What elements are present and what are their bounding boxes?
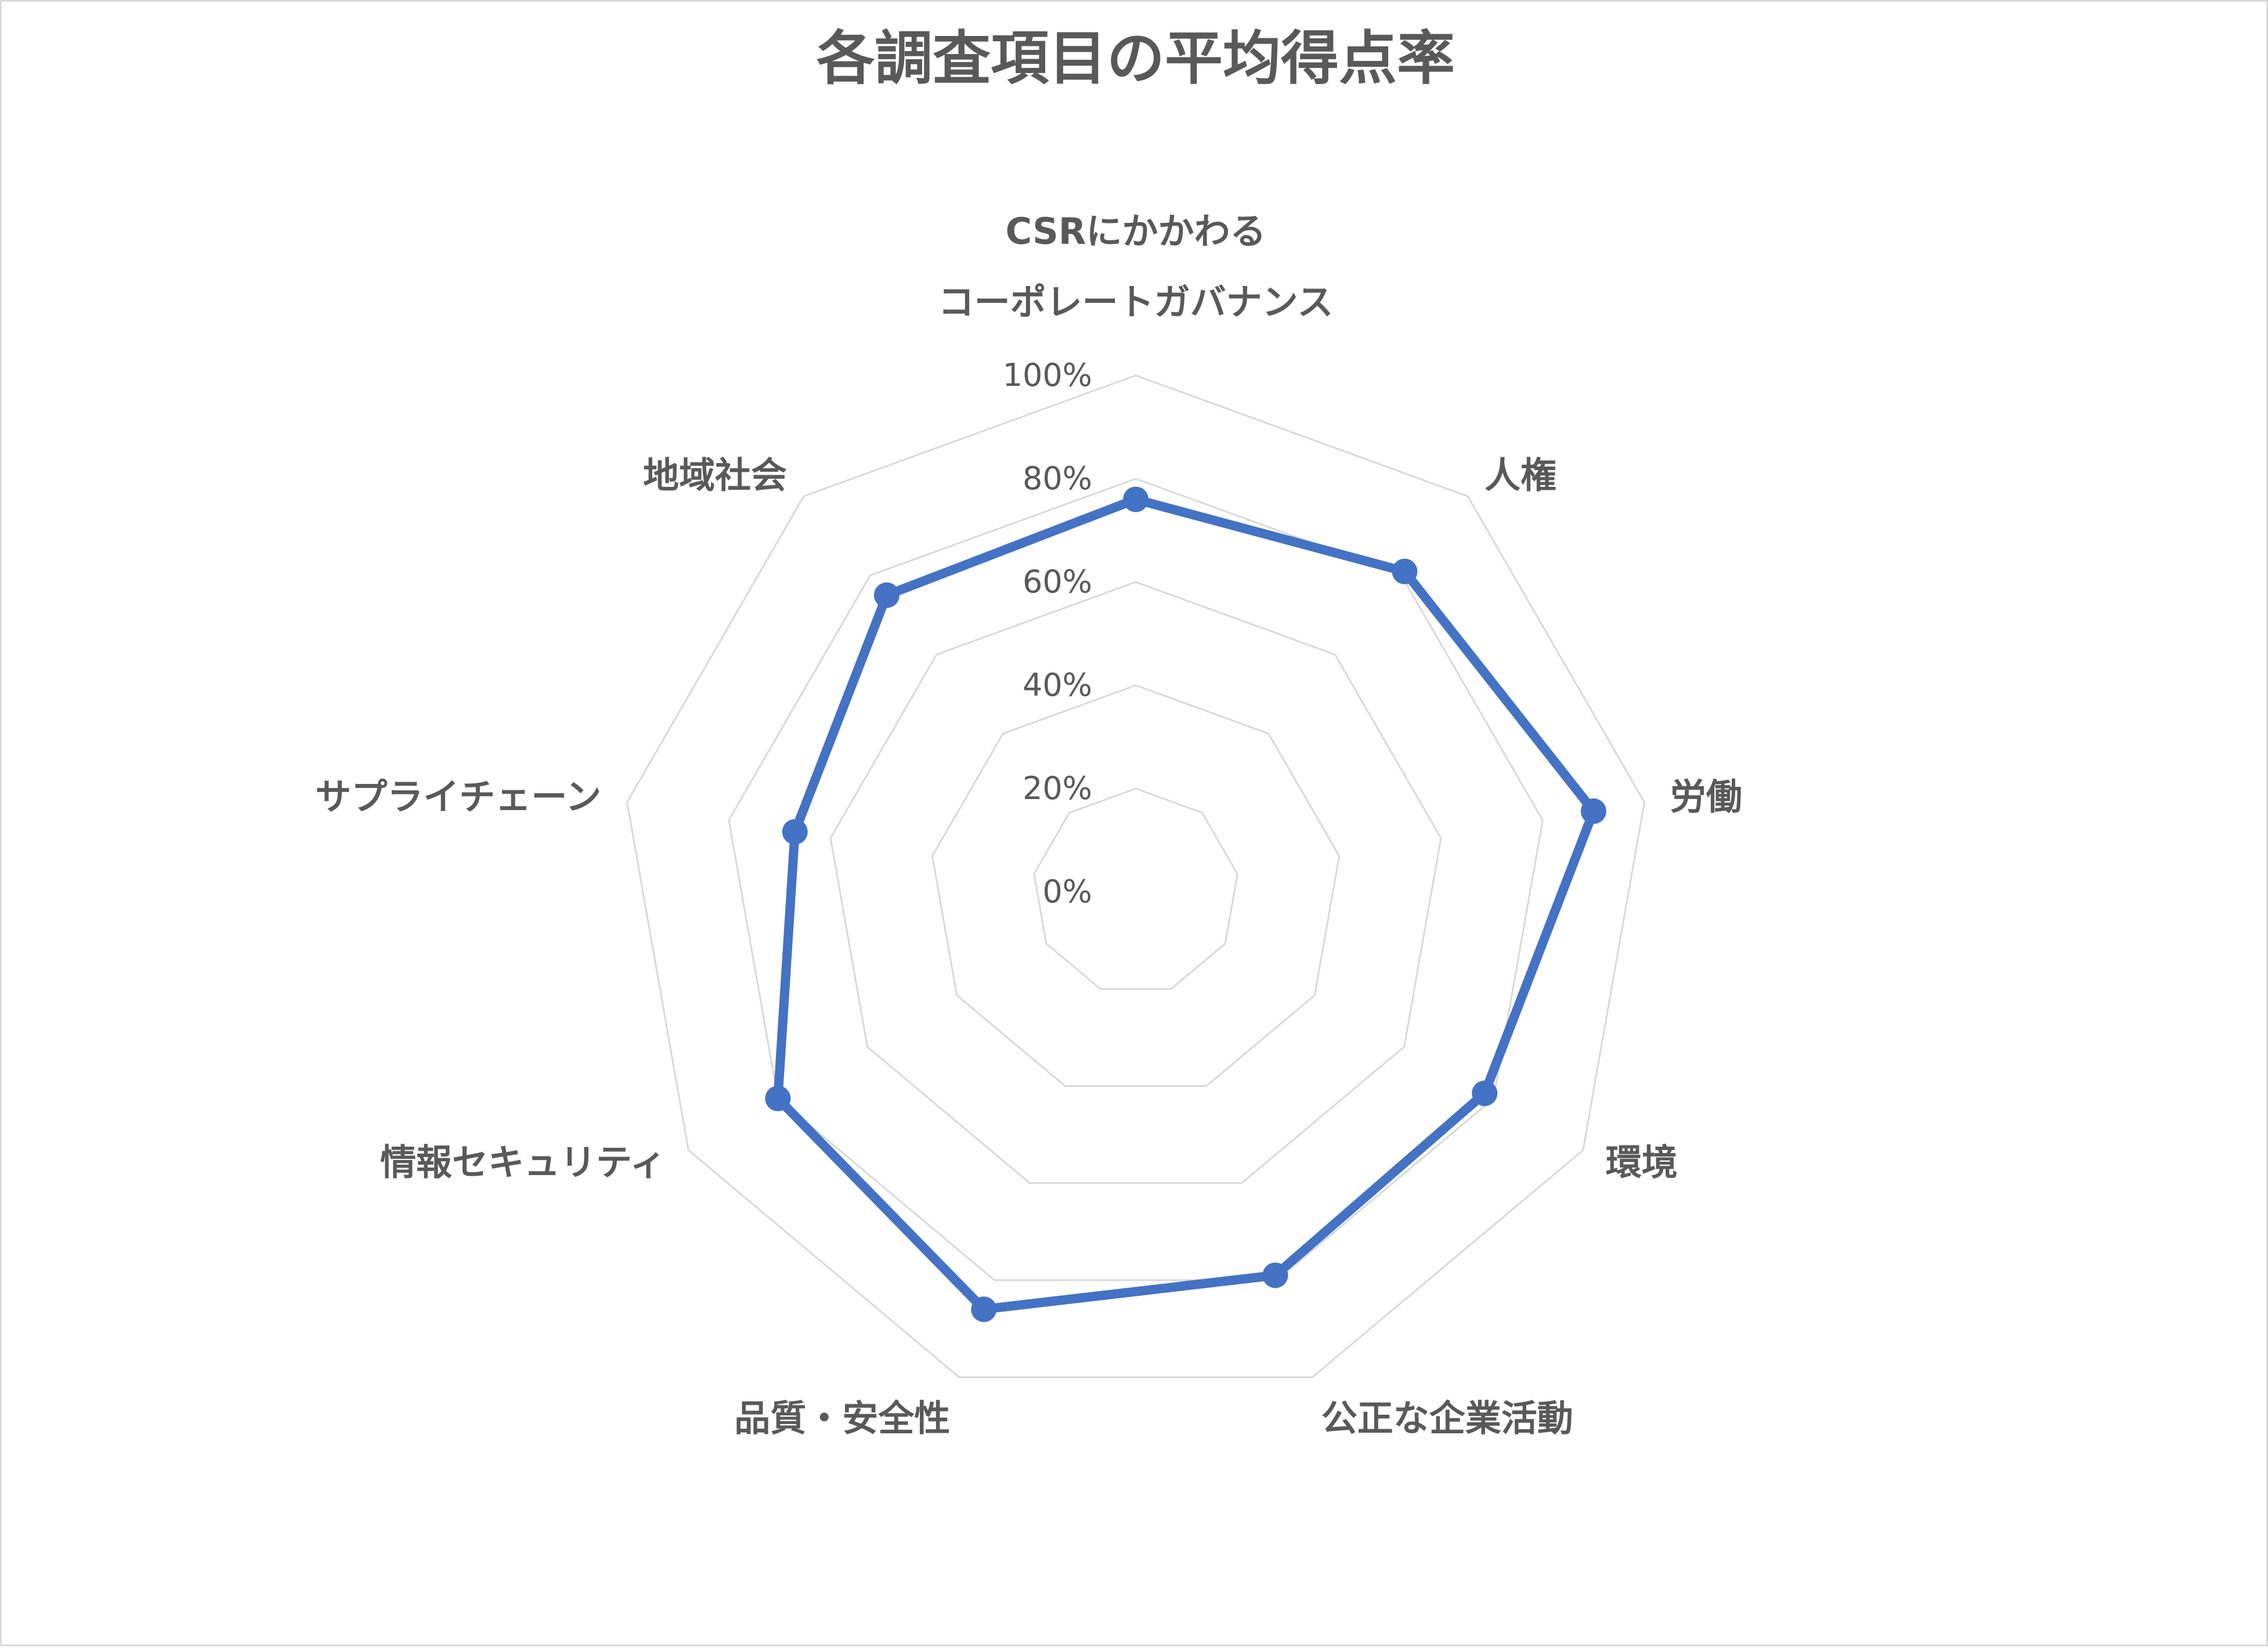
category-label-line: 地域社会 (643, 454, 787, 497)
grid-ring (1033, 787, 1238, 990)
category-label: サプライチェーン (315, 776, 601, 818)
grid (626, 374, 1646, 1378)
data-point (782, 819, 808, 845)
tick-label: 80% (1023, 460, 1092, 497)
category-label-line: CSRにかかわる (1005, 210, 1266, 252)
data-point (1262, 1262, 1288, 1288)
category-label: 地域社会 (643, 454, 787, 497)
category-label-line: 情報セキュリティ (380, 1141, 666, 1184)
category-label: 労働 (1670, 776, 1742, 818)
tick-label: 40% (1023, 667, 1092, 703)
data-point (1472, 1080, 1498, 1107)
category-label-line: サプライチェーン (315, 776, 601, 818)
category-label-line: 環境 (1606, 1141, 1678, 1184)
category-label-line: 労働 (1670, 776, 1742, 818)
tick-label: 60% (1023, 563, 1092, 600)
tick-label: 100% (1003, 357, 1092, 393)
data-point (873, 582, 900, 608)
tick-label: 20% (1023, 770, 1092, 807)
category-label-line: 人権 (1485, 454, 1556, 497)
series-line (773, 494, 1598, 1314)
grid-ring (829, 581, 1442, 1184)
data-point (1580, 798, 1606, 824)
category-label: CSRにかかわるコーポレートガバナンス (938, 210, 1334, 323)
chart-title: 各調査項目の平均得点率 (817, 24, 1455, 92)
tick-label: 0% (1042, 873, 1092, 910)
category-label: 公正な企業活動 (1321, 1397, 1573, 1440)
axis-tick-labels: 0% 20% 40% 60% 80% 100% (1003, 357, 1092, 910)
category-label: 環境 (1606, 1141, 1678, 1184)
category-label-line: 公正な企業活動 (1321, 1397, 1573, 1440)
category-label: 情報セキュリティ (380, 1141, 666, 1184)
data-point (1392, 558, 1418, 584)
category-label: 品質・安全性 (734, 1397, 950, 1440)
grid-ring (626, 374, 1646, 1378)
data-point (765, 1086, 791, 1111)
series-layer (765, 486, 1606, 1322)
category-label-line: コーポレートガバナンス (938, 281, 1334, 323)
grid-ring (728, 478, 1544, 1281)
category-label-line: 品質・安全性 (734, 1397, 950, 1440)
data-point (971, 1296, 997, 1322)
grid-ring (931, 684, 1341, 1087)
category-label: 人権 (1485, 454, 1556, 497)
data-point (1123, 486, 1149, 512)
